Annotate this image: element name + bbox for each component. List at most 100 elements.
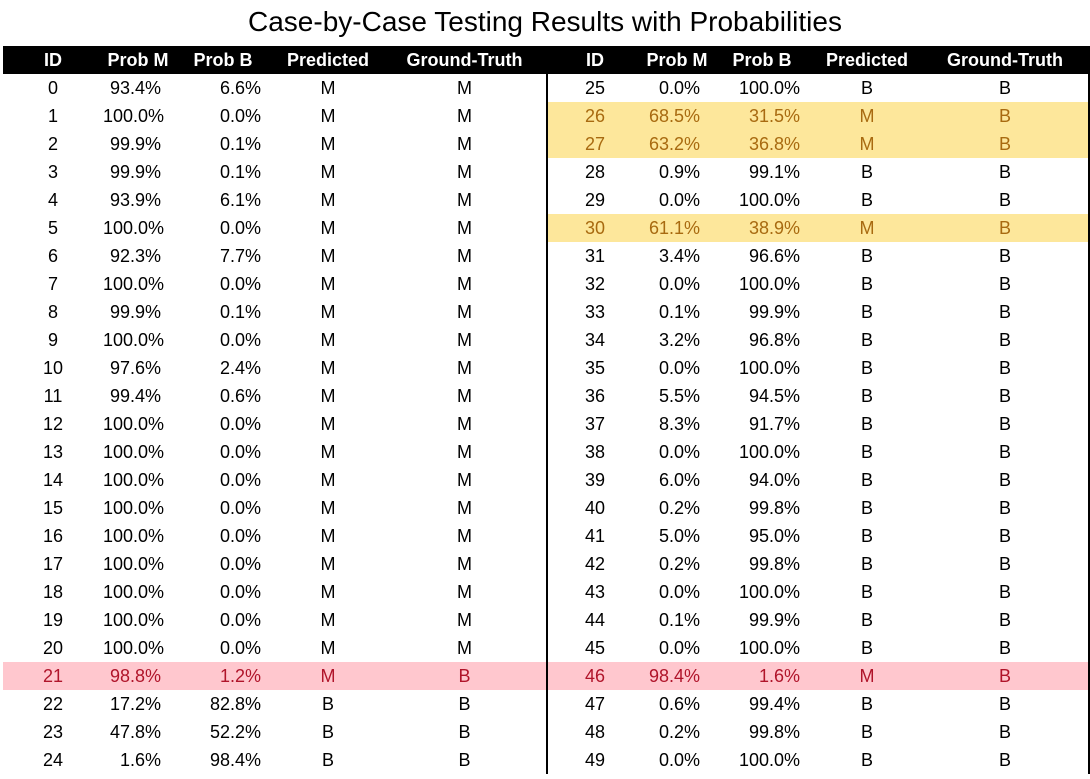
table-row: 44 0.1% 99.9% B B <box>548 606 1088 634</box>
cell-id: 17 <box>42 554 64 574</box>
cell-prob-m: 0.0% <box>658 78 700 98</box>
cell-ground-truth: M <box>457 582 472 602</box>
cell-id: 24 <box>42 750 64 770</box>
cell-ground-truth: M <box>457 218 472 238</box>
cell-prob-m: 100.0% <box>103 554 165 574</box>
cell-ground-truth: M <box>457 442 472 462</box>
cell-prob-m: 99.9% <box>109 302 161 322</box>
header-prob-m: Prob M <box>642 46 712 74</box>
cell-prob-b: 100.0% <box>738 78 800 98</box>
cell-ground-truth: B <box>998 442 1011 462</box>
cell-prob-b: 0.0% <box>219 442 261 462</box>
cell-predicted: M <box>320 190 336 210</box>
cell-predicted: M <box>273 662 383 690</box>
cell-prob-b: 99.8% <box>748 498 800 518</box>
cell-predicted: B <box>860 442 873 462</box>
cell-id: 22 <box>42 694 64 714</box>
cell-predicted: M <box>320 78 336 98</box>
cell-predicted: M <box>320 358 336 378</box>
cell-predicted: B <box>860 246 873 266</box>
cell-prob-b: 100.0% <box>738 582 800 602</box>
cell-id: 4 <box>47 190 58 210</box>
cell-id: 42 <box>584 554 606 574</box>
cell-id: 21 <box>3 662 103 690</box>
cell-prob-m: 100.0% <box>103 218 165 238</box>
cell-predicted: M <box>320 582 336 602</box>
table-row: 38 0.0% 100.0% B B <box>548 438 1088 466</box>
cell-id: 6 <box>47 246 58 266</box>
cell-predicted: M <box>320 610 336 630</box>
cell-prob-m: 68.5% <box>642 102 712 130</box>
table-row: 49 0.0% 100.0% B B <box>548 746 1088 774</box>
cell-prob-b: 95.0% <box>748 526 800 546</box>
cell-id: 40 <box>584 498 606 518</box>
cell-prob-m: 0.0% <box>658 750 700 770</box>
cell-predicted: B <box>860 190 873 210</box>
cell-prob-m: 99.9% <box>109 134 161 154</box>
cell-ground-truth: B <box>998 274 1011 294</box>
cell-ground-truth: M <box>457 246 472 266</box>
cell-prob-b: 98.4% <box>209 750 261 770</box>
cell-prob-b: 0.0% <box>219 470 261 490</box>
cell-prob-b: 0.0% <box>219 218 261 238</box>
cell-ground-truth: B <box>998 750 1011 770</box>
cell-ground-truth: B <box>383 662 546 690</box>
cell-predicted: M <box>320 386 336 406</box>
cell-prob-m: 0.2% <box>658 722 700 742</box>
cell-prob-b: 38.9% <box>712 214 812 242</box>
cell-id: 46 <box>548 662 642 690</box>
cell-ground-truth: M <box>457 358 472 378</box>
cell-prob-b: 100.0% <box>738 638 800 658</box>
table-row: 13 100.0% 0.0% M M <box>3 438 546 466</box>
cell-prob-m: 0.9% <box>658 162 700 182</box>
table-row: 24 1.6% 98.4% B B <box>3 746 546 774</box>
cell-prob-m: 0.0% <box>658 442 700 462</box>
cell-prob-b: 0.0% <box>219 106 261 126</box>
cell-ground-truth: M <box>457 78 472 98</box>
cell-prob-m: 100.0% <box>103 414 165 434</box>
cell-predicted: M <box>320 554 336 574</box>
header-prob-b: Prob B <box>712 46 812 74</box>
cell-predicted: M <box>320 442 336 462</box>
cell-ground-truth: B <box>998 498 1011 518</box>
cell-predicted: M <box>320 106 336 126</box>
cell-ground-truth: B <box>998 470 1011 490</box>
cell-prob-b: 99.4% <box>748 694 800 714</box>
cell-prob-b: 96.8% <box>748 330 800 350</box>
cell-prob-b: 1.2% <box>173 662 273 690</box>
cell-prob-b: 0.0% <box>219 610 261 630</box>
cell-predicted: M <box>320 246 336 266</box>
cell-id: 41 <box>584 526 606 546</box>
table-body-left: 0 93.4% 6.6% M M 1 100.0% 0.0% M M 2 99.9% 0.1% M M 3 99… <box>3 74 546 774</box>
cell-prob-b: 99.9% <box>748 302 800 322</box>
cell-prob-m: 5.0% <box>658 526 700 546</box>
table-row: 19 100.0% 0.0% M M <box>3 606 546 634</box>
cell-ground-truth: B <box>998 78 1011 98</box>
table-row: 34 3.2% 96.8% B B <box>548 326 1088 354</box>
table-row: 5 100.0% 0.0% M M <box>3 214 546 242</box>
cell-prob-m: 63.2% <box>642 130 712 158</box>
cell-prob-b: 0.1% <box>219 302 261 322</box>
cell-prob-b: 94.5% <box>748 386 800 406</box>
table-row: 48 0.2% 99.8% B B <box>548 718 1088 746</box>
table-row: 25 0.0% 100.0% B B <box>548 74 1088 102</box>
cell-predicted: B <box>860 582 873 602</box>
table-row: 26 68.5% 31.5% M B <box>548 102 1088 130</box>
cell-prob-b: 0.0% <box>219 554 261 574</box>
table-row: 47 0.6% 99.4% B B <box>548 690 1088 718</box>
cell-predicted: B <box>860 722 873 742</box>
cell-ground-truth: B <box>458 722 471 742</box>
table-row: 18 100.0% 0.0% M M <box>3 578 546 606</box>
page-title: Case-by-Case Testing Results with Probab… <box>248 6 842 37</box>
cell-ground-truth: M <box>457 106 472 126</box>
table-row: 46 98.4% 1.6% M B <box>548 662 1088 690</box>
table-row: 21 98.8% 1.2% M B <box>3 662 546 690</box>
cell-id: 38 <box>584 442 606 462</box>
table-row: 33 0.1% 99.9% B B <box>548 298 1088 326</box>
cell-ground-truth: M <box>457 526 472 546</box>
cell-prob-b: 100.0% <box>738 442 800 462</box>
cell-ground-truth: M <box>457 498 472 518</box>
cell-predicted: M <box>812 662 922 690</box>
results-table-left-panel: ID Prob M Prob B Predicted Ground-Truth … <box>3 46 546 774</box>
cell-predicted: B <box>860 498 873 518</box>
